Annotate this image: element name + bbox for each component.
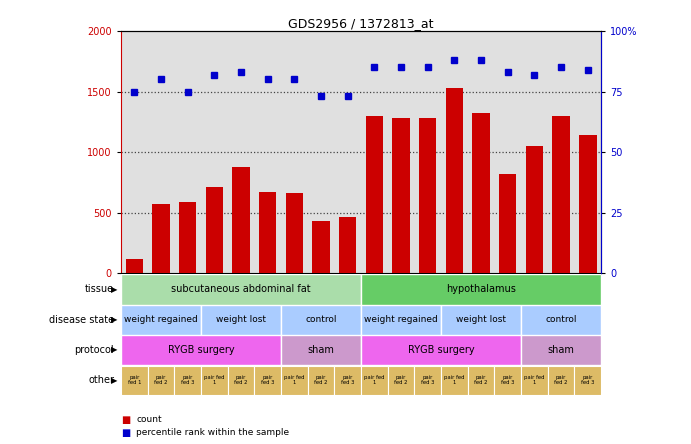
Bar (121, 335, 281, 365)
Text: pair
fed 2: pair fed 2 (395, 375, 408, 385)
Text: disease state: disease state (49, 315, 114, 325)
Bar (126, 258, 143, 273)
Bar (281, 305, 361, 335)
Bar (392, 118, 410, 273)
Bar (366, 116, 383, 273)
Text: ■: ■ (121, 415, 130, 424)
Bar (201, 365, 227, 395)
Bar (259, 192, 276, 273)
Text: control: control (545, 315, 577, 324)
Text: pair
fed 2: pair fed 2 (474, 375, 488, 385)
Text: pair
fed 3: pair fed 3 (341, 375, 354, 385)
Bar (495, 365, 521, 395)
Bar (361, 305, 441, 335)
Text: ■: ■ (121, 428, 130, 438)
Text: sham: sham (307, 345, 334, 355)
Bar (415, 365, 441, 395)
Bar (307, 365, 334, 395)
Bar (152, 204, 169, 273)
Text: subcutaneous abdominal fat: subcutaneous abdominal fat (171, 285, 311, 294)
Text: ▶: ▶ (111, 315, 117, 324)
Bar (521, 365, 548, 395)
Bar (419, 118, 437, 273)
Bar (446, 88, 463, 273)
Bar (361, 274, 601, 305)
Bar (285, 193, 303, 273)
Text: pair
fed 3: pair fed 3 (181, 375, 194, 385)
Bar (174, 365, 201, 395)
Text: pair
fed 2: pair fed 2 (554, 375, 568, 385)
Text: pair
fed 3: pair fed 3 (581, 375, 594, 385)
Title: GDS2956 / 1372813_at: GDS2956 / 1372813_at (288, 17, 434, 30)
Text: ▶: ▶ (111, 345, 117, 354)
Bar (521, 335, 601, 365)
Text: pair
fed 2: pair fed 2 (314, 375, 328, 385)
Text: weight lost: weight lost (216, 315, 266, 324)
Bar (232, 166, 249, 273)
Bar (473, 113, 490, 273)
Text: pair fed
1: pair fed 1 (284, 375, 305, 385)
Text: other: other (88, 375, 114, 385)
Text: sham: sham (548, 345, 575, 355)
Bar (227, 365, 254, 395)
Text: pair
fed 3: pair fed 3 (421, 375, 435, 385)
Text: ▶: ▶ (111, 285, 117, 294)
Bar (206, 187, 223, 273)
Text: weight lost: weight lost (456, 315, 506, 324)
Text: pair
fed 3: pair fed 3 (501, 375, 515, 385)
Bar (334, 365, 361, 395)
Bar (312, 221, 330, 273)
Text: pair fed
1: pair fed 1 (364, 375, 385, 385)
Bar (121, 305, 201, 335)
Text: count: count (136, 415, 162, 424)
Bar (553, 116, 570, 273)
Bar (579, 135, 596, 273)
Bar (179, 202, 196, 273)
Bar (441, 365, 468, 395)
Text: pair
fed 1: pair fed 1 (128, 375, 141, 385)
Text: hypothalamus: hypothalamus (446, 285, 516, 294)
Text: weight regained: weight regained (364, 315, 438, 324)
Text: control: control (305, 315, 337, 324)
Text: protocol: protocol (75, 345, 114, 355)
Text: RYGB surgery: RYGB surgery (408, 345, 475, 355)
Bar (148, 365, 174, 395)
Bar (254, 365, 281, 395)
Bar (388, 365, 415, 395)
Text: pair
fed 2: pair fed 2 (234, 375, 248, 385)
Text: pair
fed 2: pair fed 2 (154, 375, 168, 385)
Text: weight regained: weight regained (124, 315, 198, 324)
Bar (121, 365, 148, 395)
Text: tissue: tissue (85, 285, 114, 294)
Text: pair fed
1: pair fed 1 (444, 375, 464, 385)
Bar (468, 365, 495, 395)
Bar (441, 305, 521, 335)
Bar (361, 365, 388, 395)
Bar (521, 305, 601, 335)
Text: pair
fed 3: pair fed 3 (261, 375, 274, 385)
Text: pair fed
1: pair fed 1 (204, 375, 225, 385)
Bar (499, 174, 516, 273)
Bar (361, 335, 521, 365)
Bar (121, 274, 361, 305)
Bar (201, 305, 281, 335)
Text: ▶: ▶ (111, 376, 117, 385)
Text: RYGB surgery: RYGB surgery (168, 345, 234, 355)
Bar (281, 365, 307, 395)
Text: pair fed
1: pair fed 1 (524, 375, 545, 385)
Bar (548, 365, 574, 395)
Bar (526, 146, 543, 273)
Bar (339, 218, 357, 273)
Text: percentile rank within the sample: percentile rank within the sample (136, 428, 290, 437)
Bar (574, 365, 601, 395)
Bar (281, 335, 361, 365)
